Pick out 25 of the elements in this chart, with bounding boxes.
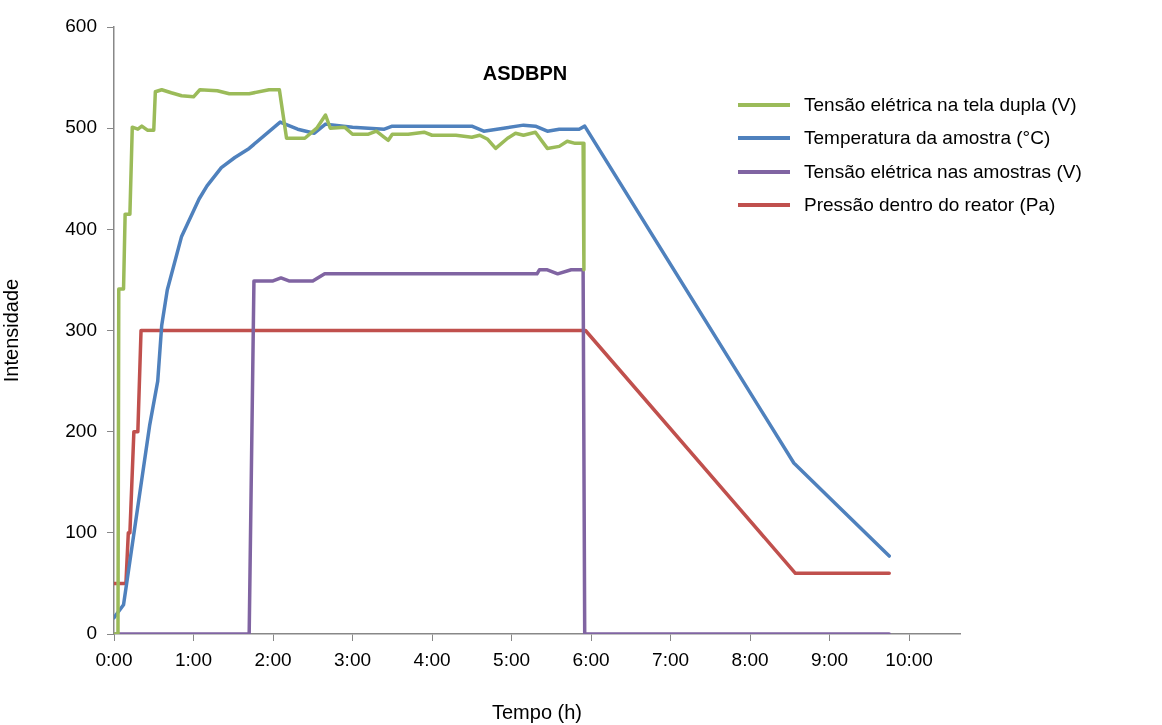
y-tick-label: 600	[65, 15, 97, 37]
y-tick-label: 500	[65, 116, 97, 138]
legend-label: Pressão dentro do reator (Pa)	[804, 194, 1056, 217]
legend-label: Tensão elétrica nas amostras (V)	[804, 160, 1082, 183]
x-tick-label: 5:00	[493, 648, 531, 670]
x-tick-label: 2:00	[254, 648, 292, 670]
y-tick-label: 400	[65, 217, 97, 239]
y-tick-label: 100	[65, 521, 97, 543]
x-tick-label: 9:00	[811, 648, 849, 670]
y-tick-label: 0	[86, 622, 97, 644]
y-tick-label: 300	[65, 318, 97, 340]
x-tick-label: 8:00	[731, 648, 769, 670]
text: ASDBPN	[481, 62, 569, 85]
x-tick-label: 6:00	[572, 648, 610, 670]
x-tick-label: 0:00	[95, 648, 133, 670]
legend-label: Tensão elétrica na tela dupla (V)	[804, 93, 1077, 116]
x-tick-label: 4:00	[413, 648, 451, 670]
x-tick-label: 7:00	[652, 648, 690, 670]
legend-label: Temperatura da amostra (°C)	[804, 127, 1051, 150]
x-tick-label: 1:00	[175, 648, 212, 670]
x-axis-title: Tempo (h)	[491, 700, 583, 723]
x-tick-label: 3:00	[334, 648, 372, 670]
y-axis-title: Intensidade	[0, 278, 22, 383]
x-tick-label: 10:00	[885, 648, 933, 670]
y-tick-label: 200	[65, 419, 97, 441]
